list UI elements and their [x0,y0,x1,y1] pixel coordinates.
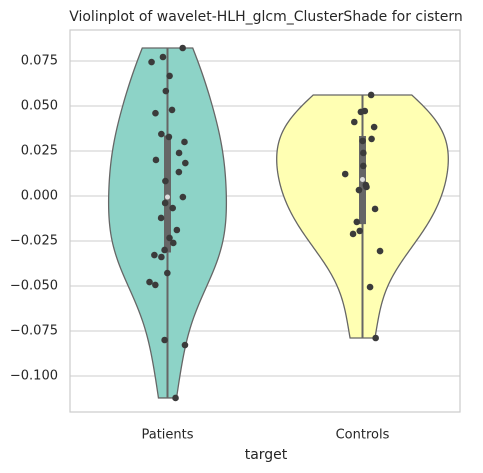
point [158,130,165,138]
point [357,108,365,116]
point [366,283,374,291]
y-tick-label: 0.025 [21,143,58,158]
point [181,341,189,349]
plot-frame [69,29,461,413]
point [159,53,167,61]
y-tick-label: 0.050 [21,98,58,113]
point [355,186,363,194]
point [157,214,165,222]
point [179,193,187,201]
y-tick-label: 0.075 [21,53,58,68]
point [376,247,384,255]
point [164,269,171,277]
y-tick-label: 0.000 [21,188,58,203]
point [175,168,183,176]
point [179,44,186,52]
x-tick-label: Patients [141,428,193,443]
point [161,246,168,254]
x-tick-label: Controls [336,428,390,443]
point [166,72,173,80]
point [162,177,169,185]
point [152,109,159,117]
point [158,253,165,261]
point [359,162,367,170]
y-tick-label: −0.100 [10,368,58,383]
point [182,159,189,167]
point [370,123,378,131]
point [360,149,367,157]
point [356,227,364,235]
point [351,118,358,126]
point [161,336,168,344]
point [353,218,361,226]
point [162,87,170,95]
point [165,133,173,141]
point [341,170,349,178]
point [371,205,379,213]
y-tick-label: −0.075 [10,323,58,338]
point [169,204,176,212]
x-axis-label: target [245,447,288,463]
point [372,334,379,342]
y-tick-label: −0.025 [10,233,58,248]
point [175,149,183,157]
point [363,183,370,191]
point [169,239,177,247]
point [166,234,173,242]
point [152,156,160,164]
chart-title: Violinplot of wavelet-HLH_glcm_ClusterSh… [69,9,463,25]
point [368,135,375,143]
point [152,281,159,289]
y-tick-label: −0.050 [10,278,58,293]
point [151,251,158,259]
point [349,230,357,238]
point [146,278,153,286]
point [172,394,179,402]
median [165,194,170,200]
median [360,177,365,183]
point [367,91,375,99]
point [359,137,366,145]
point [148,58,155,66]
point [173,226,181,234]
point [168,106,176,114]
point [161,199,169,207]
point [181,138,188,146]
